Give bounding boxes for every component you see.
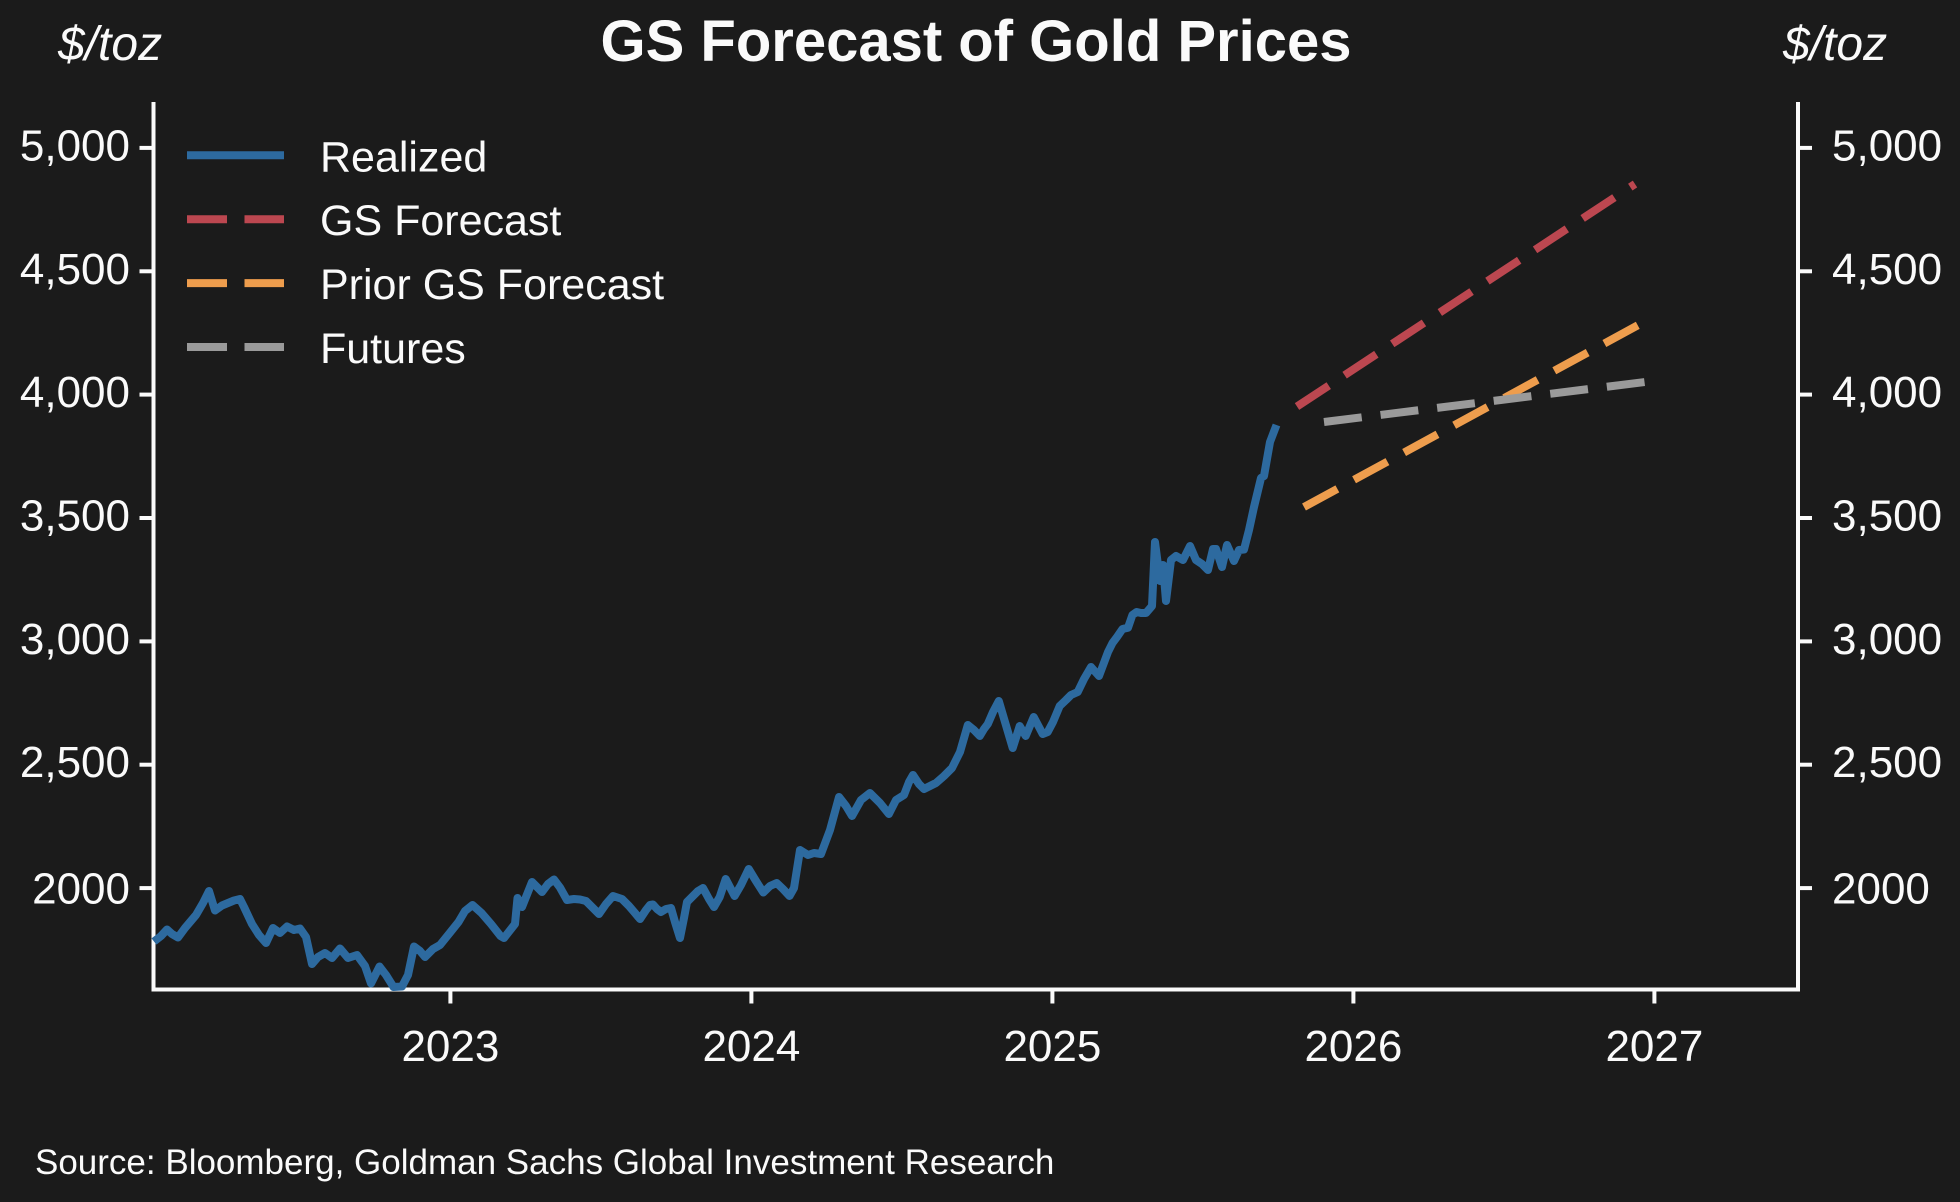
svg-text:$/toz: $/toz	[1782, 18, 1887, 71]
svg-text:2023: 2023	[401, 1022, 499, 1071]
svg-text:2027: 2027	[1605, 1022, 1703, 1071]
svg-text:Source: Bloomberg, Goldman Sac: Source: Bloomberg, Goldman Sachs Global …	[35, 1143, 1054, 1182]
svg-text:GS Forecast of Gold Prices: GS Forecast of Gold Prices	[601, 9, 1352, 74]
svg-text:3,500: 3,500	[20, 492, 130, 541]
svg-text:3,500: 3,500	[1832, 492, 1942, 541]
svg-text:2,500: 2,500	[1832, 738, 1942, 787]
svg-text:5,000: 5,000	[1832, 121, 1942, 170]
svg-text:2000: 2000	[1832, 865, 1930, 914]
svg-text:2024: 2024	[702, 1022, 800, 1071]
svg-text:2026: 2026	[1304, 1022, 1402, 1071]
svg-text:4,000: 4,000	[20, 368, 130, 417]
svg-text:2025: 2025	[1003, 1022, 1101, 1071]
svg-text:$/toz: $/toz	[57, 18, 162, 71]
svg-text:2000: 2000	[32, 865, 130, 914]
svg-text:2,500: 2,500	[20, 738, 130, 787]
svg-text:4,500: 4,500	[20, 245, 130, 294]
svg-text:3,000: 3,000	[20, 615, 130, 664]
svg-text:4,500: 4,500	[1832, 245, 1942, 294]
svg-text:Futures: Futures	[320, 325, 466, 373]
svg-text:5,000: 5,000	[20, 121, 130, 170]
svg-text:3,000: 3,000	[1832, 615, 1942, 664]
svg-text:Realized: Realized	[320, 133, 487, 181]
svg-text:4,000: 4,000	[1832, 368, 1942, 417]
svg-text:Prior GS Forecast: Prior GS Forecast	[320, 261, 664, 309]
svg-text:GS Forecast: GS Forecast	[320, 197, 561, 245]
